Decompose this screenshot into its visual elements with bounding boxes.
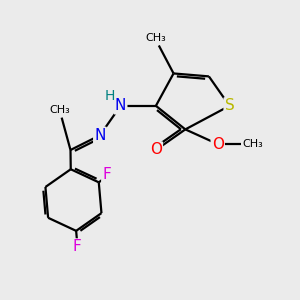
Text: H: H xyxy=(105,88,116,103)
Text: N: N xyxy=(94,128,106,143)
Text: F: F xyxy=(73,239,82,254)
Text: O: O xyxy=(150,142,162,158)
Text: CH₃: CH₃ xyxy=(50,105,70,115)
Text: CH₃: CH₃ xyxy=(243,139,263,149)
Text: S: S xyxy=(225,98,234,113)
Text: F: F xyxy=(102,167,111,182)
Text: O: O xyxy=(212,136,224,152)
Text: CH₃: CH₃ xyxy=(146,32,166,43)
Text: N: N xyxy=(115,98,126,113)
